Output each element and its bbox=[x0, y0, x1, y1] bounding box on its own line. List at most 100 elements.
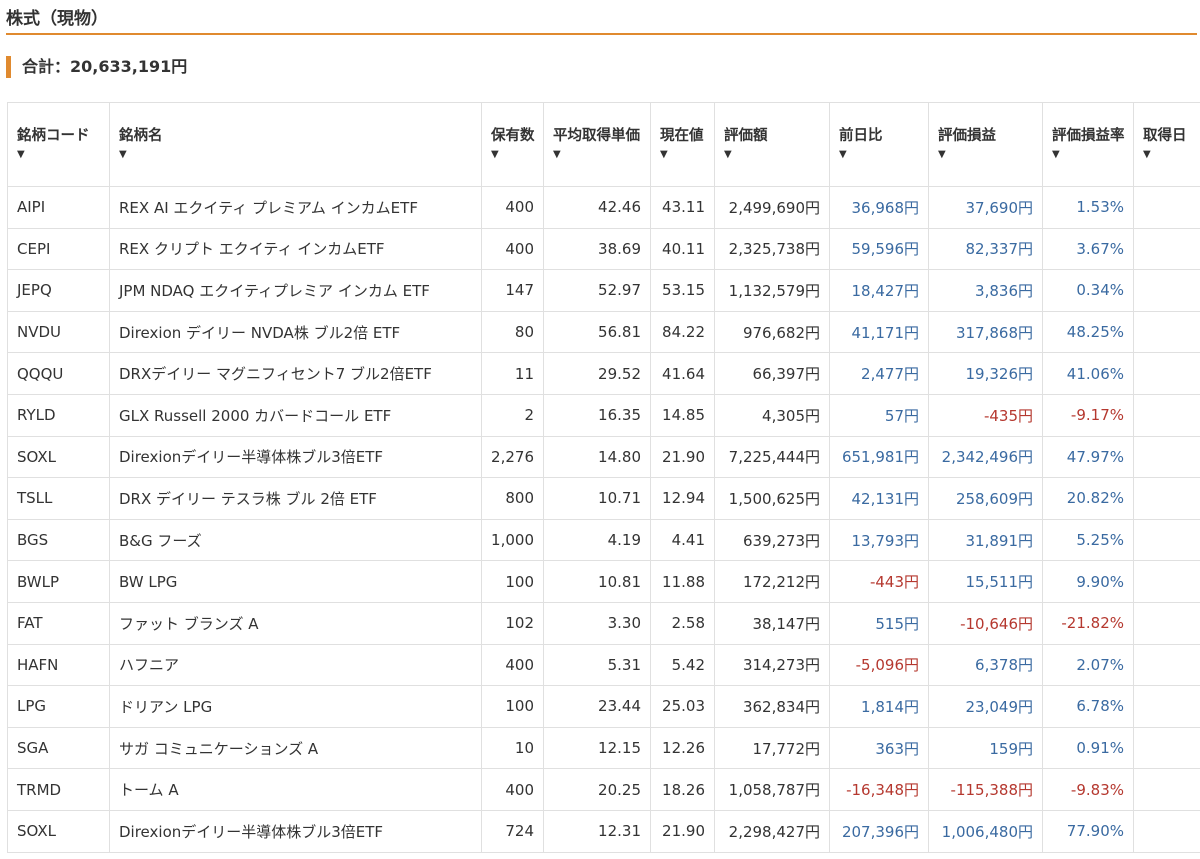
current-price-cell: 40.11 bbox=[650, 227, 715, 271]
column-header-label: 評価損益率 bbox=[1052, 128, 1125, 144]
stock-code-cell: SOXL bbox=[7, 435, 110, 479]
avg-cost-cell: 23.44 bbox=[543, 685, 651, 728]
day-change-cell: 18,427円 bbox=[829, 269, 929, 312]
market-value-cell: 2,499,690円 bbox=[714, 186, 830, 229]
acquired-date-cell bbox=[1133, 560, 1200, 603]
quantity-cell: 80 bbox=[481, 310, 544, 354]
quantity-cell: 400 bbox=[481, 227, 544, 271]
current-price-cell: 12.26 bbox=[650, 726, 715, 770]
acquired-date-cell bbox=[1133, 310, 1200, 354]
day-change-cell: -5,096円 bbox=[829, 643, 929, 687]
profit-loss-rate-cell: 0.34% bbox=[1042, 269, 1134, 312]
stock-code-cell: FAT bbox=[7, 601, 110, 645]
quantity-cell: 10 bbox=[481, 726, 544, 770]
stock-name-cell: サガ コミュニケーションズ A bbox=[109, 726, 482, 770]
sort-arrow-icon[interactable]: ▼ bbox=[938, 149, 946, 160]
column-header-label: 現在値 bbox=[660, 128, 704, 144]
avg-cost-cell: 38.69 bbox=[543, 227, 651, 271]
profit-loss-cell: 317,868円 bbox=[928, 310, 1043, 354]
profit-loss-rate-cell: 41.06% bbox=[1042, 352, 1134, 395]
table-row: SOXL Direxionデイリー半導体株ブル3倍ETF 724 12.31 21.90… bbox=[7, 809, 1200, 853]
quantity-cell: 400 bbox=[481, 643, 544, 687]
sort-arrow-icon[interactable]: ▼ bbox=[491, 149, 499, 160]
avg-cost-cell: 52.97 bbox=[543, 269, 651, 312]
market-value-cell: 2,325,738円 bbox=[714, 227, 830, 271]
sort-arrow-icon[interactable]: ▼ bbox=[1143, 149, 1151, 160]
quantity-cell: 102 bbox=[481, 601, 544, 645]
stock-code-cell: BWLP bbox=[7, 560, 110, 603]
profit-loss-rate-cell: 0.91% bbox=[1042, 726, 1134, 770]
column-header[interactable]: 銘柄名 ▼ bbox=[109, 102, 482, 187]
market-value-cell: 17,772円 bbox=[714, 726, 830, 770]
profit-loss-cell: -10,646円 bbox=[928, 601, 1043, 645]
column-header[interactable]: 評価額 ▼ bbox=[714, 102, 830, 187]
profit-loss-cell: 6,378円 bbox=[928, 643, 1043, 687]
avg-cost-cell: 42.46 bbox=[543, 186, 651, 229]
current-price-cell: 21.90 bbox=[650, 809, 715, 853]
profit-loss-cell: 2,342,496円 bbox=[928, 435, 1043, 479]
acquired-date-cell bbox=[1133, 518, 1200, 562]
profit-loss-cell: 82,337円 bbox=[928, 227, 1043, 271]
sort-arrow-icon[interactable]: ▼ bbox=[553, 149, 561, 160]
column-header[interactable]: 前日比 ▼ bbox=[829, 102, 929, 187]
column-header-label: 前日比 bbox=[839, 128, 883, 144]
table-row: SGA サガ コミュニケーションズ A 10 12.15 12.26 17,772円 363… bbox=[7, 726, 1200, 770]
column-header[interactable]: 取得日 ▼ bbox=[1133, 102, 1200, 187]
table-row: BGS B&G フーズ 1,000 4.19 4.41 639,273円 13,793円 31… bbox=[7, 518, 1200, 562]
profit-loss-rate-cell: 3.67% bbox=[1042, 227, 1134, 271]
sort-arrow-icon[interactable]: ▼ bbox=[839, 149, 847, 160]
column-header[interactable]: 平均取得単価 ▼ bbox=[543, 102, 651, 187]
profit-loss-cell: 31,891円 bbox=[928, 518, 1043, 562]
current-price-cell: 84.22 bbox=[650, 310, 715, 354]
stock-code-cell: BGS bbox=[7, 518, 110, 562]
avg-cost-cell: 5.31 bbox=[543, 643, 651, 687]
column-header[interactable]: 評価損益率 ▼ bbox=[1042, 102, 1134, 187]
avg-cost-cell: 16.35 bbox=[543, 393, 651, 437]
quantity-cell: 147 bbox=[481, 269, 544, 312]
table-row: RYLD GLX Russell 2000 カバードコール ETF 2 16.35 14… bbox=[7, 393, 1200, 437]
market-value-cell: 1,500,625円 bbox=[714, 477, 830, 520]
acquired-date-cell bbox=[1133, 685, 1200, 728]
profit-loss-cell: 37,690円 bbox=[928, 186, 1043, 229]
current-price-cell: 4.41 bbox=[650, 518, 715, 562]
profit-loss-rate-cell: 2.07% bbox=[1042, 643, 1134, 687]
day-change-cell: -443円 bbox=[829, 560, 929, 603]
avg-cost-cell: 14.80 bbox=[543, 435, 651, 479]
table-row: TRMD トーム A 400 20.25 18.26 1,058,787円 -16,348円… bbox=[7, 768, 1200, 811]
current-price-cell: 53.15 bbox=[650, 269, 715, 312]
current-price-cell: 12.94 bbox=[650, 477, 715, 520]
current-price-cell: 2.58 bbox=[650, 601, 715, 645]
column-header[interactable]: 現在値 ▼ bbox=[650, 102, 715, 187]
column-header[interactable]: 評価損益 ▼ bbox=[928, 102, 1043, 187]
stock-code-cell: CEPI bbox=[7, 227, 110, 271]
quantity-cell: 100 bbox=[481, 560, 544, 603]
acquired-date-cell bbox=[1133, 601, 1200, 645]
current-price-cell: 14.85 bbox=[650, 393, 715, 437]
quantity-cell: 1,000 bbox=[481, 518, 544, 562]
column-header[interactable]: 銘柄コード ▼ bbox=[7, 102, 110, 187]
market-value-cell: 362,834円 bbox=[714, 685, 830, 728]
stock-name-cell: DRX デイリー テスラ株 ブル 2倍 ETF bbox=[109, 477, 482, 520]
profit-loss-cell: -115,388円 bbox=[928, 768, 1043, 811]
current-price-cell: 43.11 bbox=[650, 186, 715, 229]
profit-loss-rate-cell: 9.90% bbox=[1042, 560, 1134, 603]
column-header[interactable]: 保有数 ▼ bbox=[481, 102, 544, 187]
acquired-date-cell bbox=[1133, 227, 1200, 271]
section-divider bbox=[6, 33, 1197, 35]
profit-loss-cell: 159円 bbox=[928, 726, 1043, 770]
avg-cost-cell: 29.52 bbox=[543, 352, 651, 395]
acquired-date-cell bbox=[1133, 643, 1200, 687]
market-value-cell: 1,132,579円 bbox=[714, 269, 830, 312]
market-value-cell: 7,225,444円 bbox=[714, 435, 830, 479]
sort-arrow-icon[interactable]: ▼ bbox=[119, 149, 127, 160]
sort-arrow-icon[interactable]: ▼ bbox=[1052, 149, 1060, 160]
sort-arrow-icon[interactable]: ▼ bbox=[660, 149, 668, 160]
profit-loss-cell: 258,609円 bbox=[928, 477, 1043, 520]
sort-arrow-icon[interactable]: ▼ bbox=[724, 149, 732, 160]
sort-arrow-icon[interactable]: ▼ bbox=[17, 149, 25, 160]
profit-loss-rate-cell: 20.82% bbox=[1042, 477, 1134, 520]
profit-loss-rate-cell: -21.82% bbox=[1042, 601, 1134, 645]
profit-loss-cell: 3,836円 bbox=[928, 269, 1043, 312]
day-change-cell: 57円 bbox=[829, 393, 929, 437]
column-header-label: 銘柄コード bbox=[17, 128, 90, 144]
